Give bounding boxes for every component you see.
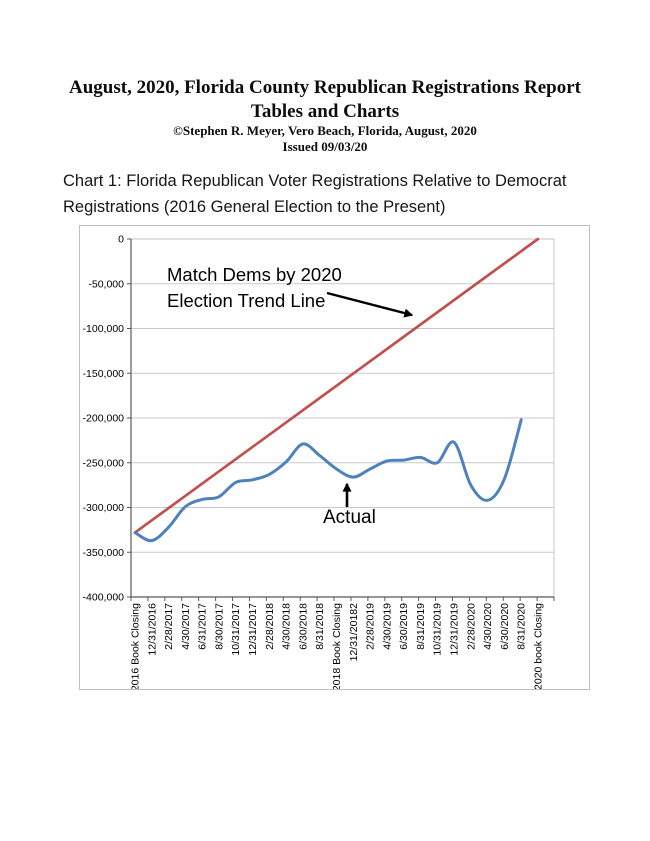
chart-plot-area: 0 -50,000 -100,000 -150,000 -200,000 -250,000…: [83, 234, 555, 691]
x-tick-label: 8/31/2020: [516, 603, 528, 650]
x-tick-label: 12/31/2019: [449, 603, 461, 656]
x-tick-label: 4/30/2018: [281, 603, 293, 650]
x-tick-label: 8/31/2019: [415, 603, 427, 650]
x-tick-label: 12/31/2017: [247, 603, 259, 656]
x-tick-label: 8/30/2017: [213, 603, 225, 650]
trend-annotation-line1: Match Dems by 2020: [167, 264, 342, 285]
x-tick-label: 12/31/20182: [348, 603, 360, 662]
trend-annotation-line2: Election Trend Line: [167, 290, 325, 311]
x-tick-label: 4/30/2020: [482, 603, 494, 650]
y-tick-label: -150,000: [83, 368, 125, 380]
chart-title: Chart 1: Florida Republican Voter Regist…: [63, 172, 567, 216]
actual-line: [133, 418, 523, 543]
y-tick-label: -250,000: [83, 457, 125, 469]
y-tick-label: -100,000: [83, 323, 125, 335]
chart-frame: 0 -50,000 -100,000 -150,000 -200,000 -250,000…: [79, 225, 590, 691]
x-tick-label: 6/31/2017: [197, 603, 209, 650]
x-tick-label: 10/31/2019: [432, 603, 444, 656]
x-tick-label: 6/30/2018: [297, 603, 309, 650]
x-tick-label: 12/31/2016: [146, 603, 158, 656]
report-byline: ©Stephen R. Meyer, Vero Beach, Florida, …: [173, 123, 477, 138]
trend-line: [133, 237, 540, 534]
y-tick-label: -200,000: [83, 413, 125, 425]
y-tick-label: -300,000: [83, 502, 125, 514]
x-tick-label: 4/30/2019: [381, 603, 393, 650]
registration-line-chart: 0 -50,000 -100,000 -150,000 -200,000 -250,000…: [83, 234, 555, 691]
x-tick-label: 8/31/2018: [314, 603, 326, 650]
y-tick-label: -400,000: [83, 592, 125, 604]
actual-annotation-label: Actual: [323, 507, 376, 528]
x-tick-label: 6/30/2019: [398, 603, 410, 650]
x-tick-label: 2/28/2019: [365, 603, 377, 650]
x-tick-label: 2020 book Closing: [533, 603, 545, 689]
x-tick-label: 2018 Book Closing: [331, 603, 343, 689]
x-tick-label: 6/30/2020: [499, 603, 511, 650]
report-title-line1: August, 2020, Florida County Republican …: [69, 77, 581, 98]
trend-annotation-arrow: [326, 291, 414, 318]
y-tick-label: -350,000: [83, 547, 125, 559]
x-tick-label: 2016 Book Closing: [130, 603, 142, 689]
y-tick-label: -50,000: [88, 278, 124, 290]
report-title-line2: Tables and Charts: [250, 101, 400, 122]
x-tick-label: 10/31/2017: [230, 603, 242, 656]
x-tick-label: 4/30/2017: [180, 603, 192, 650]
x-tick-label: 2/28/2020: [465, 603, 477, 650]
x-tick-label: 2/28/2017: [163, 603, 175, 650]
report-issued-date: Issued 09/03/20: [282, 139, 368, 154]
y-tick-label: 0: [118, 234, 124, 246]
x-tick-label: 2/28/2018: [264, 603, 276, 650]
